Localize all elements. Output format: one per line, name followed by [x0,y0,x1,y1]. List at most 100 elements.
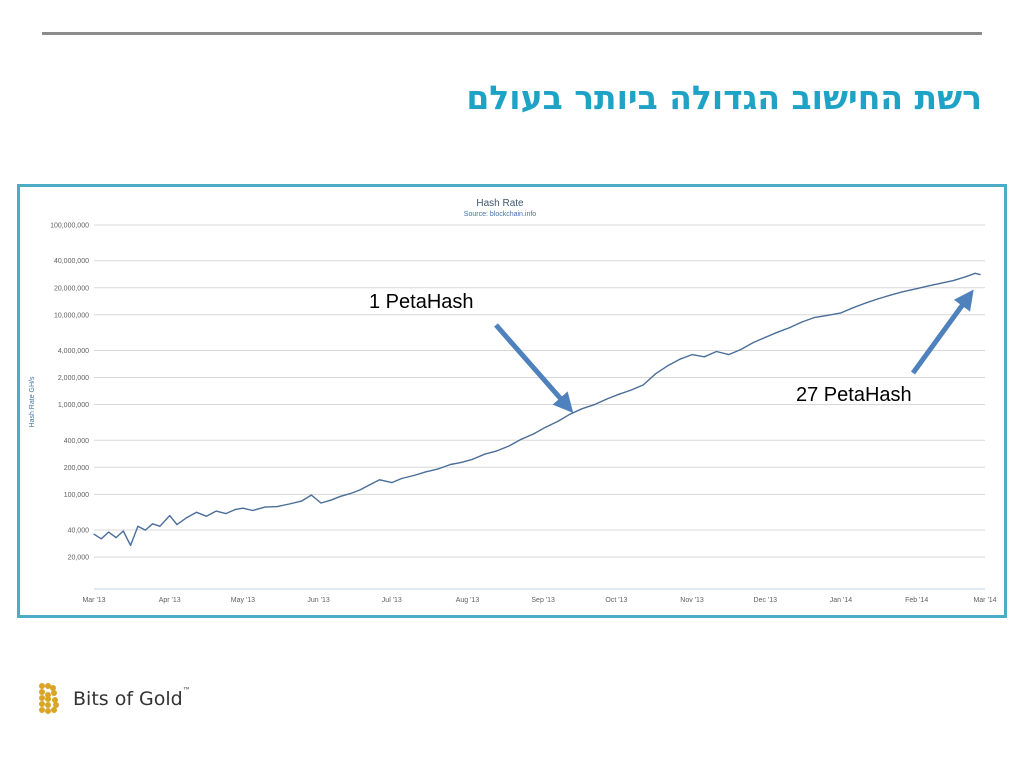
data-point [369,484,371,486]
y-tick-label: 40,000,000 [54,258,89,265]
data-point [437,468,439,470]
data-point [630,389,632,391]
data-point [642,384,644,386]
data-point [379,479,381,481]
data-point [667,365,669,367]
data-point [618,393,620,395]
data-point [864,302,867,304]
data-point [581,408,583,410]
data-point [979,274,981,276]
data-point [93,533,95,535]
data-point [144,529,146,531]
callout-1-petahash: 1 PetaHash [369,291,474,313]
x-tick-label: Nov '13 [680,597,704,604]
y-tick-label: 200,000 [64,465,89,472]
data-point [401,477,403,480]
x-tick-labels: Mar '13 Apr '13 May '13 Jun '13 Jul '13 Aug '… [82,597,996,604]
data-point [532,433,535,435]
data-point [728,354,730,356]
logo-dot [45,708,51,714]
y-tick-label: 2,000,000 [58,375,89,382]
x-tick-label: Apr '13 [159,597,181,604]
data-point [520,438,522,440]
data-point [952,280,954,282]
data-point [391,482,393,484]
y-tick-label: 100,000 [64,492,89,499]
data-point [974,272,976,274]
data-point [928,285,930,287]
logo-dot [45,702,51,708]
data-point [115,537,117,539]
callout-27-petahash: 27 PetaHash [796,384,912,406]
data-point [425,471,427,473]
logo-dot [45,696,51,702]
x-tick-label: Oct '13 [605,597,627,604]
logo-dot [39,707,45,713]
logo-dot [39,695,45,701]
data-point [130,544,132,546]
hash-rate-chart: Hash Rate Source: blockchain.info Hash R… [29,198,997,604]
chart-frame: Hash Rate Source: blockchain.info Hash R… [17,184,1007,618]
data-point [764,336,766,338]
x-tick-label: Sep '13 [531,597,555,604]
data-point [242,507,244,509]
data-point [606,398,608,400]
data-point [137,525,139,527]
grid-lines [94,224,985,590]
x-tick-label: Mar '14 [973,597,996,604]
bits-of-gold-logo: Bits of Gold™ [38,683,191,715]
data-point [300,500,303,502]
data-point [877,298,879,300]
data-point [484,453,486,455]
data-point [916,288,918,290]
logo-dot [51,690,57,696]
data-point [901,291,903,293]
data-point [413,474,415,477]
data-point [122,530,124,532]
data-point [288,503,290,505]
data-point [593,404,596,406]
hash-rate-series-line [93,272,981,547]
series-layer [93,272,981,547]
data-point [276,506,278,508]
data-point [825,315,827,317]
logo-dot [51,707,57,713]
y-tick-label: 1,000,000 [58,402,89,409]
bits-of-gold-logo-icon [39,683,59,714]
y-tick-label: 400,000 [64,438,89,445]
data-point [691,354,693,356]
data-point [654,373,657,375]
data-point [471,458,473,460]
data-point [195,511,198,513]
x-tick-label: Jun '13 [307,597,329,604]
data-point [776,331,779,333]
data-point [752,342,754,344]
x-tick-label: Jul '13 [382,597,402,604]
data-point [252,509,254,512]
data-point [310,494,312,496]
data-point [349,493,351,495]
data-point [508,445,510,447]
x-tick-label: Aug '13 [456,597,480,604]
y-tick-label: 40,000 [68,528,90,535]
top-divider [42,32,982,35]
data-point [330,499,332,501]
data-point [225,513,227,515]
data-point [496,450,498,452]
data-point [186,517,188,519]
data-point [679,358,681,360]
data-point [152,523,154,525]
x-tick-label: May '13 [231,597,255,604]
data-point [545,426,547,428]
data-point [108,531,110,533]
logo-dot [53,702,59,708]
data-point [159,525,161,527]
data-point [264,506,266,508]
data-point [340,495,342,497]
x-tick-label: Jan '14 [830,597,852,604]
data-point [235,508,237,510]
y-tick-label: 100,000,000 [50,223,89,230]
y-tick-label: 10,000,000 [54,312,89,319]
y-tick-label: 20,000,000 [54,285,89,292]
